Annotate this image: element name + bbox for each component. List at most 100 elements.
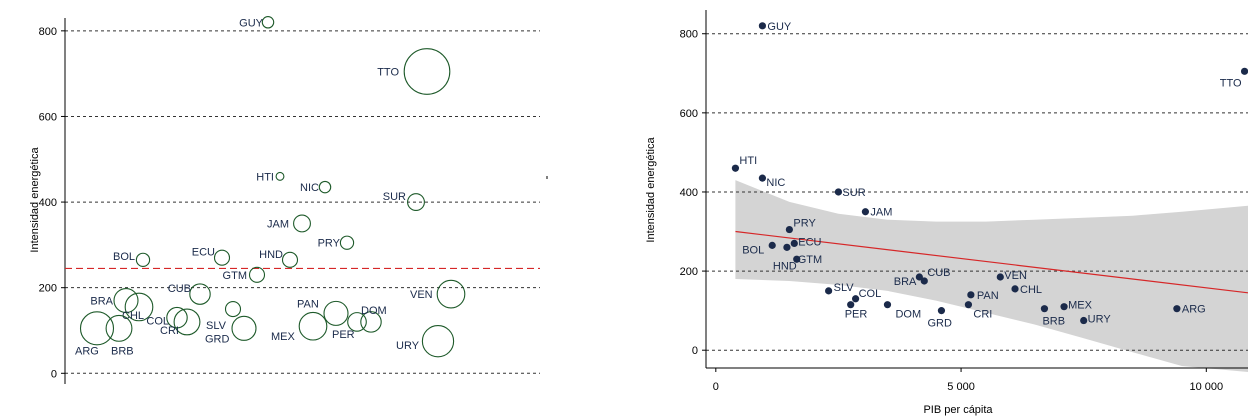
left-point-ecu: ECU — [192, 247, 231, 266]
left-point-label: TTO — [377, 67, 399, 79]
right-point-ury: URY — [1080, 314, 1111, 326]
left-point-brb: BRB — [105, 314, 134, 357]
right-point-jam: JAM — [861, 207, 892, 219]
right-point-label: ECU — [798, 236, 821, 248]
right-marker — [937, 307, 946, 315]
right-point-hti: HTI — [731, 155, 757, 172]
right-marker — [1173, 305, 1181, 313]
right-marker — [883, 301, 892, 309]
right-marker — [783, 243, 791, 251]
left-bubble — [293, 214, 311, 233]
right-point-per: PER — [845, 301, 868, 321]
left-chart: 0 200 400 600 800 GUY TTO HTI NIC SUR JAM PRY BOL EC… — [29, 16, 540, 384]
right-point-cri: CRI — [964, 301, 992, 321]
right-point-sur: SUR — [834, 187, 866, 199]
right-marker — [731, 164, 740, 172]
left-point-bol: BOL — [113, 251, 151, 268]
right-point-label: BOL — [742, 244, 764, 256]
left-point-label: MEX — [271, 331, 296, 343]
left-point-label: COL — [146, 316, 169, 328]
right-point-nic: NIC — [758, 174, 785, 189]
left-bubble — [275, 171, 285, 181]
left-point-sur: SUR — [383, 191, 425, 212]
right-marker — [1011, 285, 1019, 293]
left-bubble — [189, 283, 211, 305]
right-point-label: HND — [773, 260, 797, 272]
right-confidence-band — [735, 180, 1248, 372]
right-chart: 0 200 400 600 800 0 5 000 10 000 GUY TTO HTI NIC S… — [645, 10, 1248, 416]
left-point-per: PER — [332, 312, 367, 341]
left-bubble — [231, 315, 257, 341]
left-point-guy: GUY — [239, 16, 275, 29]
right-marker — [785, 225, 793, 234]
left-gridlines — [65, 30, 540, 374]
left-point-cri: CRI — [160, 308, 201, 337]
right-x-axis-title: PIB per cápita — [923, 404, 993, 416]
left-point-label: SLV — [206, 320, 227, 332]
right-point-chl: CHL — [1011, 284, 1042, 296]
right-point-label: HTI — [739, 155, 757, 167]
right-x-ticks: 0 5 000 10 000 — [713, 368, 1223, 393]
right-marker — [790, 239, 798, 247]
left-point-mex: MEX — [271, 311, 328, 343]
left-point-ven: VEN — [410, 279, 466, 309]
left-point-nic: NIC — [300, 180, 332, 194]
right-point-label: GRD — [927, 318, 952, 330]
right-point-label: BRB — [1042, 316, 1065, 328]
right-gridlines — [706, 33, 1248, 351]
right-point-pan: PAN — [967, 290, 999, 302]
left-point-label: VEN — [410, 289, 433, 301]
left-bubble — [105, 314, 133, 342]
right-point-cub: CUB — [920, 267, 951, 285]
left-bubble — [323, 300, 349, 326]
left-point-label: BRB — [111, 345, 134, 357]
left-bubble — [135, 252, 151, 268]
left-bubble — [318, 180, 332, 194]
left-y-tick-label: 400 — [39, 197, 57, 209]
right-point-label: CRI — [973, 309, 992, 321]
left-point-slv: SLV — [206, 301, 242, 332]
left-point-label: CHL — [122, 310, 144, 322]
left-point-dom: DOM — [360, 305, 387, 333]
left-point-label: SUR — [383, 191, 406, 203]
left-point-label: GUY — [239, 17, 264, 29]
left-point-col: COL — [146, 306, 188, 329]
left-bubble — [421, 325, 455, 358]
left-bubble — [213, 249, 231, 266]
right-point-arg: ARG — [1173, 304, 1206, 316]
left-point-label: DOM — [361, 305, 387, 317]
left-point-label: BRA — [90, 296, 113, 308]
right-marker — [964, 301, 973, 309]
left-y-axis-title: Intensidad energética — [29, 147, 41, 253]
right-point-ven: VEN — [996, 270, 1027, 282]
right-y-ticks: 0 200 400 600 800 — [680, 29, 706, 357]
right-point-label: CUB — [927, 267, 950, 279]
right-point-gtm: GTM — [793, 254, 822, 266]
left-point-label: HTI — [256, 171, 274, 183]
left-point-hti: HTI — [256, 171, 285, 183]
left-bubble — [261, 16, 275, 29]
right-marker — [861, 208, 870, 216]
right-y-tick-label: 600 — [680, 108, 698, 120]
right-point-ecu: ECU — [790, 236, 822, 248]
left-point-tto: TTO — [377, 48, 451, 95]
right-point-slv: SLV — [825, 282, 854, 295]
left-point-label: PER — [332, 329, 355, 341]
right-point-label: GTM — [798, 254, 822, 266]
left-bubble — [224, 301, 242, 318]
left-point-label: GTM — [223, 270, 247, 282]
left-bubble — [79, 311, 115, 346]
right-point-label: PAN — [977, 290, 999, 302]
right-point-label: PER — [845, 309, 868, 321]
left-point-label: GRD — [205, 333, 230, 345]
left-point-label: BOL — [113, 251, 135, 263]
right-marker — [1040, 305, 1049, 313]
right-point-col: COL — [852, 288, 881, 303]
right-point-bra: BRA — [894, 273, 923, 288]
left-point-gtm: GTM — [223, 266, 266, 283]
right-point-label: MEX — [1068, 300, 1093, 312]
right-marker — [758, 22, 767, 30]
right-marker — [768, 241, 776, 249]
